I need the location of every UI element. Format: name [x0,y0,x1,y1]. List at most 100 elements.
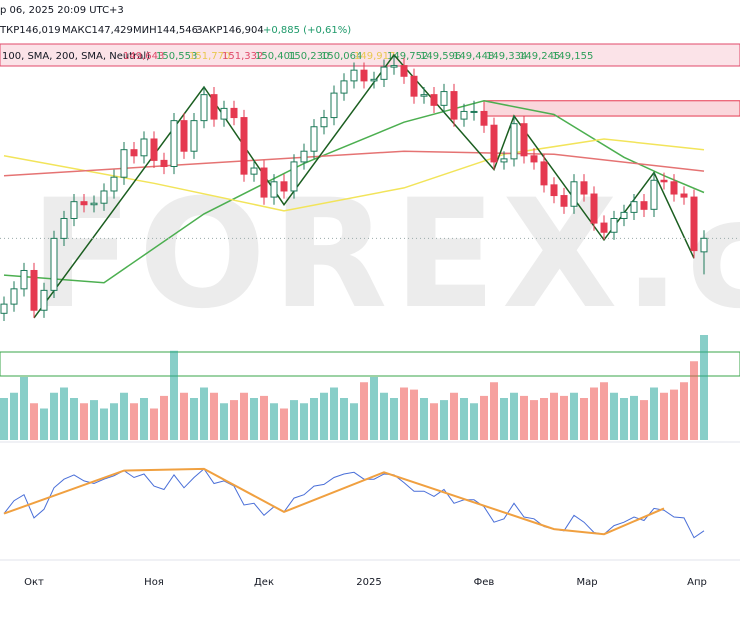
x-tick-label: Окт [24,577,44,588]
volume-bar [100,408,108,440]
indicator-value: 149,155 [552,51,593,62]
header-open: ТКР146,019 [0,25,61,36]
volume-bar [450,392,458,440]
indicator-value: 149,448 [453,51,494,62]
x-tick-label: Ноя [144,577,164,588]
candle-body [130,149,138,157]
volume-bar [500,398,508,440]
oscillator-line [3,468,705,539]
oscillator-zigzag [3,467,665,536]
candle-body [280,181,288,192]
volume-bar [50,392,58,440]
candle-body [530,155,538,163]
candle-body [630,201,638,213]
volume-bar [670,389,678,440]
volume-bar [60,387,68,440]
candle-body [200,94,208,122]
candle-body [360,69,368,82]
volume-bar [370,377,378,440]
volume-bar [340,398,348,440]
indicator-band [0,43,740,67]
volume-bar [410,389,418,440]
candle-body [410,75,418,97]
candle-body [390,65,398,68]
volume-bar [660,392,668,440]
indicator-value: 151,332 [222,51,263,62]
candle-body [270,181,278,198]
volume-bar [320,392,328,440]
volume-bar [380,392,388,440]
volume-bar [430,403,438,440]
x-tick-label: Мар [576,577,597,588]
candle-body [50,237,58,291]
volume-bar [230,400,238,440]
volume-bar [490,382,498,440]
indicator-value: 149,917 [354,51,395,62]
indicator-value: 150,401 [255,51,296,62]
volume-bar [150,408,158,440]
volume-bar [590,387,598,440]
candle-body [490,124,498,163]
candle-body [540,161,548,186]
candle-body [240,117,248,175]
volume-bar [690,361,698,440]
candle-body [40,289,48,311]
support-zone [0,351,740,377]
candle-body [0,303,8,314]
indicator-value: 149,643 [123,51,164,62]
candle-body [670,181,678,195]
candle-body [250,167,258,175]
volume-bar [610,392,618,440]
volume-bar [530,400,538,440]
candle-body [470,110,478,113]
volume-bar [40,408,48,440]
candle-body [150,138,158,161]
x-tick-label: Дек [254,577,274,588]
overlay-line [3,150,705,177]
volume-bar [170,350,178,440]
volume-bar [190,398,198,440]
volume-bar [640,400,648,440]
x-tick-label: Апр [687,577,707,588]
volume-bar [10,392,18,440]
candle-body [480,110,488,126]
volume-bar [570,392,578,440]
candle-body [430,94,438,106]
candle-body [680,193,688,198]
volume-bar [560,395,568,440]
candle-body [260,167,268,198]
volume-bar [290,400,298,440]
header-close: ЗАКР146,904 [196,25,264,36]
indicator-value: 150,064 [321,51,362,62]
header-high: МАКС147,429 [62,25,133,36]
volume-bar [360,382,368,440]
candle-body [60,217,68,239]
volume-bar [350,403,358,440]
volume-bar [280,408,288,440]
candle-body [380,66,388,80]
candle-body [600,222,608,233]
candle-body [520,123,528,157]
candle-body [70,201,78,219]
candle-body [340,80,348,94]
volume-bar [120,392,128,440]
candle-body [550,184,558,197]
candle-body [180,120,188,152]
candle-body [310,126,318,152]
x-tick-label: Фев [474,577,495,588]
candle-body [450,91,458,120]
volume-bar [440,400,448,440]
candle-body [650,179,658,210]
indicator-value: 151,770 [189,51,230,62]
indicator-value: 149,752 [387,51,428,62]
volume-bar [140,398,148,440]
candle-body [30,269,38,311]
candle-body [500,158,508,163]
watermark: FOREX.c [30,168,740,342]
volume-bar [650,387,658,440]
candle-body [170,120,178,168]
candle-body [640,201,648,210]
candle-body [140,138,148,157]
volume-bar [80,403,88,440]
indicator-name: 100, SMA, 200, SMA, Neutral) [2,51,150,62]
